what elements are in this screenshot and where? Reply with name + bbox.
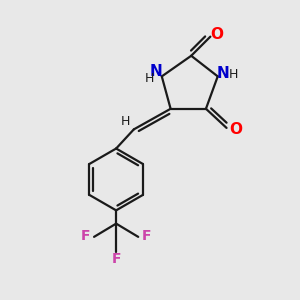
Text: F: F xyxy=(81,229,91,243)
Text: N: N xyxy=(150,64,163,79)
Text: F: F xyxy=(111,252,121,266)
Text: N: N xyxy=(217,66,230,81)
Text: O: O xyxy=(210,27,223,42)
Text: H: H xyxy=(121,115,130,128)
Text: H: H xyxy=(228,68,238,81)
Text: F: F xyxy=(142,229,151,243)
Text: H: H xyxy=(145,72,154,85)
Text: O: O xyxy=(229,122,242,137)
